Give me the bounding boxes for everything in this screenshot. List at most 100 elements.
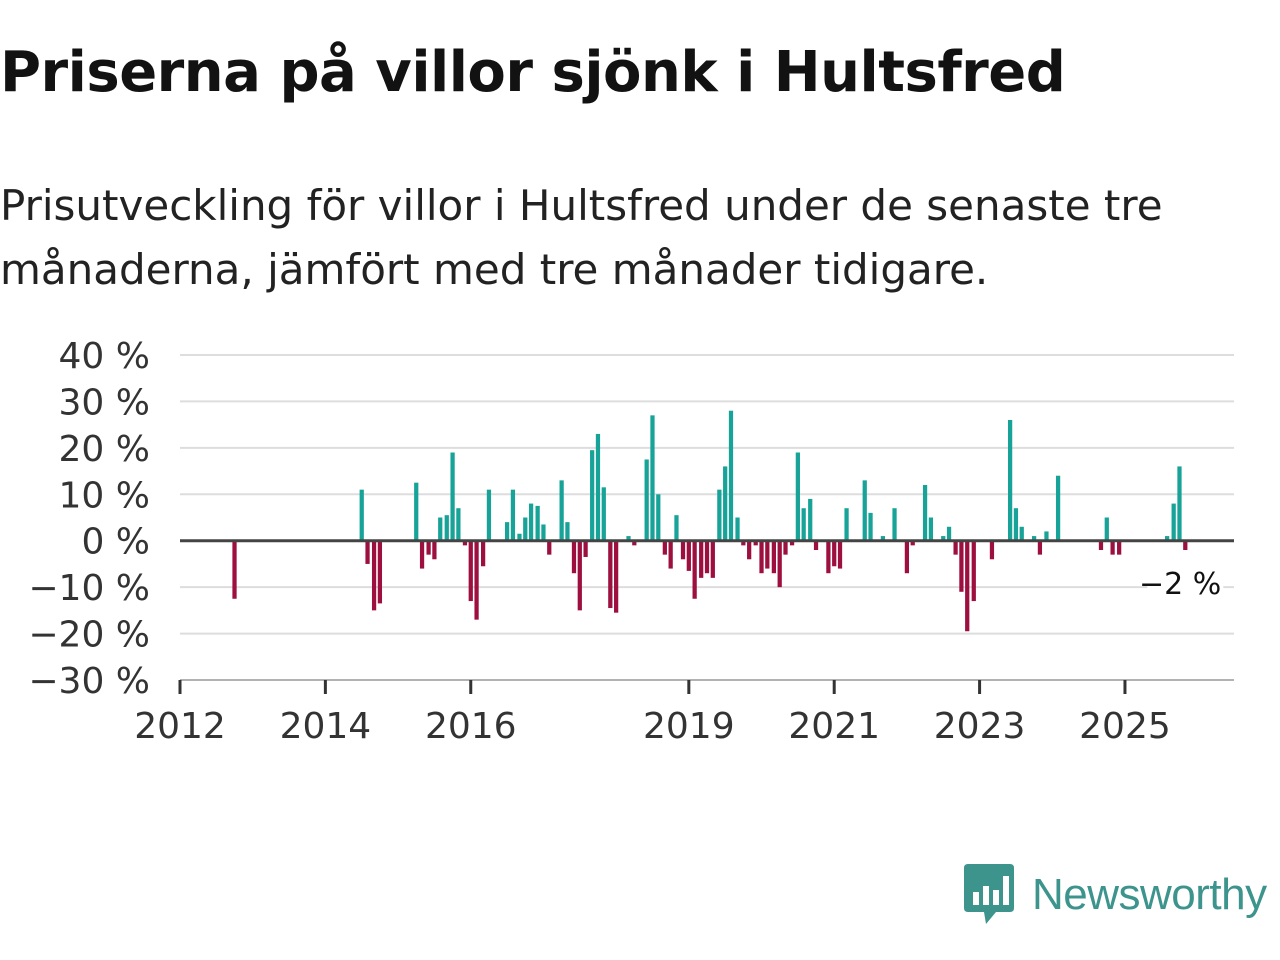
bar (668, 540, 673, 569)
bar (523, 517, 528, 541)
bar (595, 433, 601, 541)
bar (474, 540, 479, 620)
bar (1055, 475, 1061, 541)
bar (868, 512, 873, 541)
bar (826, 540, 831, 574)
bar (232, 540, 237, 599)
y-tick-label: −20 % (28, 615, 150, 656)
bar (759, 540, 764, 574)
bar (528, 503, 534, 541)
x-tick-label: 2021 (788, 706, 880, 747)
bar (510, 489, 516, 541)
bar (1098, 540, 1104, 550)
brand-name: Newsworthy (1032, 870, 1267, 919)
bar (1007, 420, 1013, 541)
bar (1165, 536, 1170, 541)
bar (941, 536, 946, 541)
y-tick-label: 30 % (59, 382, 150, 423)
bar (953, 540, 958, 555)
bar-chart: 40 % 30 % 20 % 10 % 0 % −10 % −20 % −30 %2012 20… (28, 336, 1234, 747)
bar (608, 540, 613, 609)
bar (571, 540, 577, 574)
bar (1171, 503, 1176, 541)
bar (1183, 540, 1188, 550)
bar (462, 540, 468, 546)
bar (699, 540, 704, 578)
bar (432, 540, 437, 560)
grid-lines (180, 354, 1234, 681)
bar (704, 540, 710, 574)
bar (771, 540, 776, 574)
newsworthy-logo-icon (964, 864, 1014, 924)
bar (450, 452, 455, 541)
bar (426, 540, 431, 555)
bar (656, 494, 661, 541)
bar (777, 540, 782, 588)
y-tick-label: 10 % (59, 475, 150, 516)
bar (1117, 540, 1122, 555)
bar (880, 536, 886, 541)
bar (971, 540, 976, 602)
bar (946, 526, 952, 541)
bar (795, 452, 800, 541)
bar (377, 540, 383, 604)
x-tick-label: 2019 (643, 706, 735, 747)
bars (232, 410, 1188, 632)
bar (844, 508, 849, 541)
bar (741, 540, 746, 546)
bar (813, 540, 819, 550)
bar (1037, 540, 1043, 555)
bar (904, 540, 910, 574)
bar (577, 540, 582, 611)
bar (753, 540, 758, 546)
bar (456, 508, 461, 541)
labels: 40 % 30 % 20 % 10 % 0 % −10 % −20 % −30 %2012 20… (28, 336, 1224, 747)
bar (892, 508, 897, 541)
x-tick-label: 2012 (134, 706, 226, 747)
bar (723, 466, 728, 541)
bar (486, 489, 492, 541)
bar (1031, 536, 1037, 541)
bar (504, 522, 510, 541)
bar (928, 517, 934, 541)
bar (559, 480, 564, 541)
bar (1013, 508, 1019, 541)
bar (965, 540, 970, 632)
x-tick-label: 2014 (280, 706, 372, 747)
bar (1104, 517, 1109, 541)
bar (1110, 540, 1115, 555)
bar (789, 540, 795, 546)
bar (801, 508, 806, 541)
bar (359, 489, 364, 541)
bar (765, 540, 770, 569)
last-value-annotation: −2 % (1139, 567, 1221, 602)
bar (601, 487, 606, 541)
annotation-background (1147, 568, 1224, 602)
bar (438, 517, 443, 541)
bar (662, 540, 667, 555)
bar (650, 415, 655, 541)
bar (680, 540, 686, 560)
bar (365, 540, 370, 564)
bar (547, 540, 552, 555)
bar (371, 540, 377, 611)
y-tick-label: −10 % (28, 568, 150, 609)
bar (614, 540, 619, 613)
bar (590, 450, 595, 541)
bar (419, 540, 425, 569)
bar (808, 498, 813, 541)
y-tick-label: −30 % (28, 661, 150, 702)
bar (735, 517, 740, 541)
bar (783, 540, 788, 555)
bar (747, 540, 752, 560)
bar (837, 540, 843, 569)
bar (728, 410, 734, 541)
bar (535, 505, 540, 541)
bar (710, 540, 715, 578)
chart-subtitle: Prisutveckling för villor i Hultsfred un… (0, 181, 1163, 294)
bar (717, 489, 722, 541)
bar (565, 522, 570, 541)
chart-title: Priserna på villor sjönk i Hultsfred (0, 40, 1066, 105)
bar (922, 485, 928, 541)
bar (1019, 526, 1024, 541)
